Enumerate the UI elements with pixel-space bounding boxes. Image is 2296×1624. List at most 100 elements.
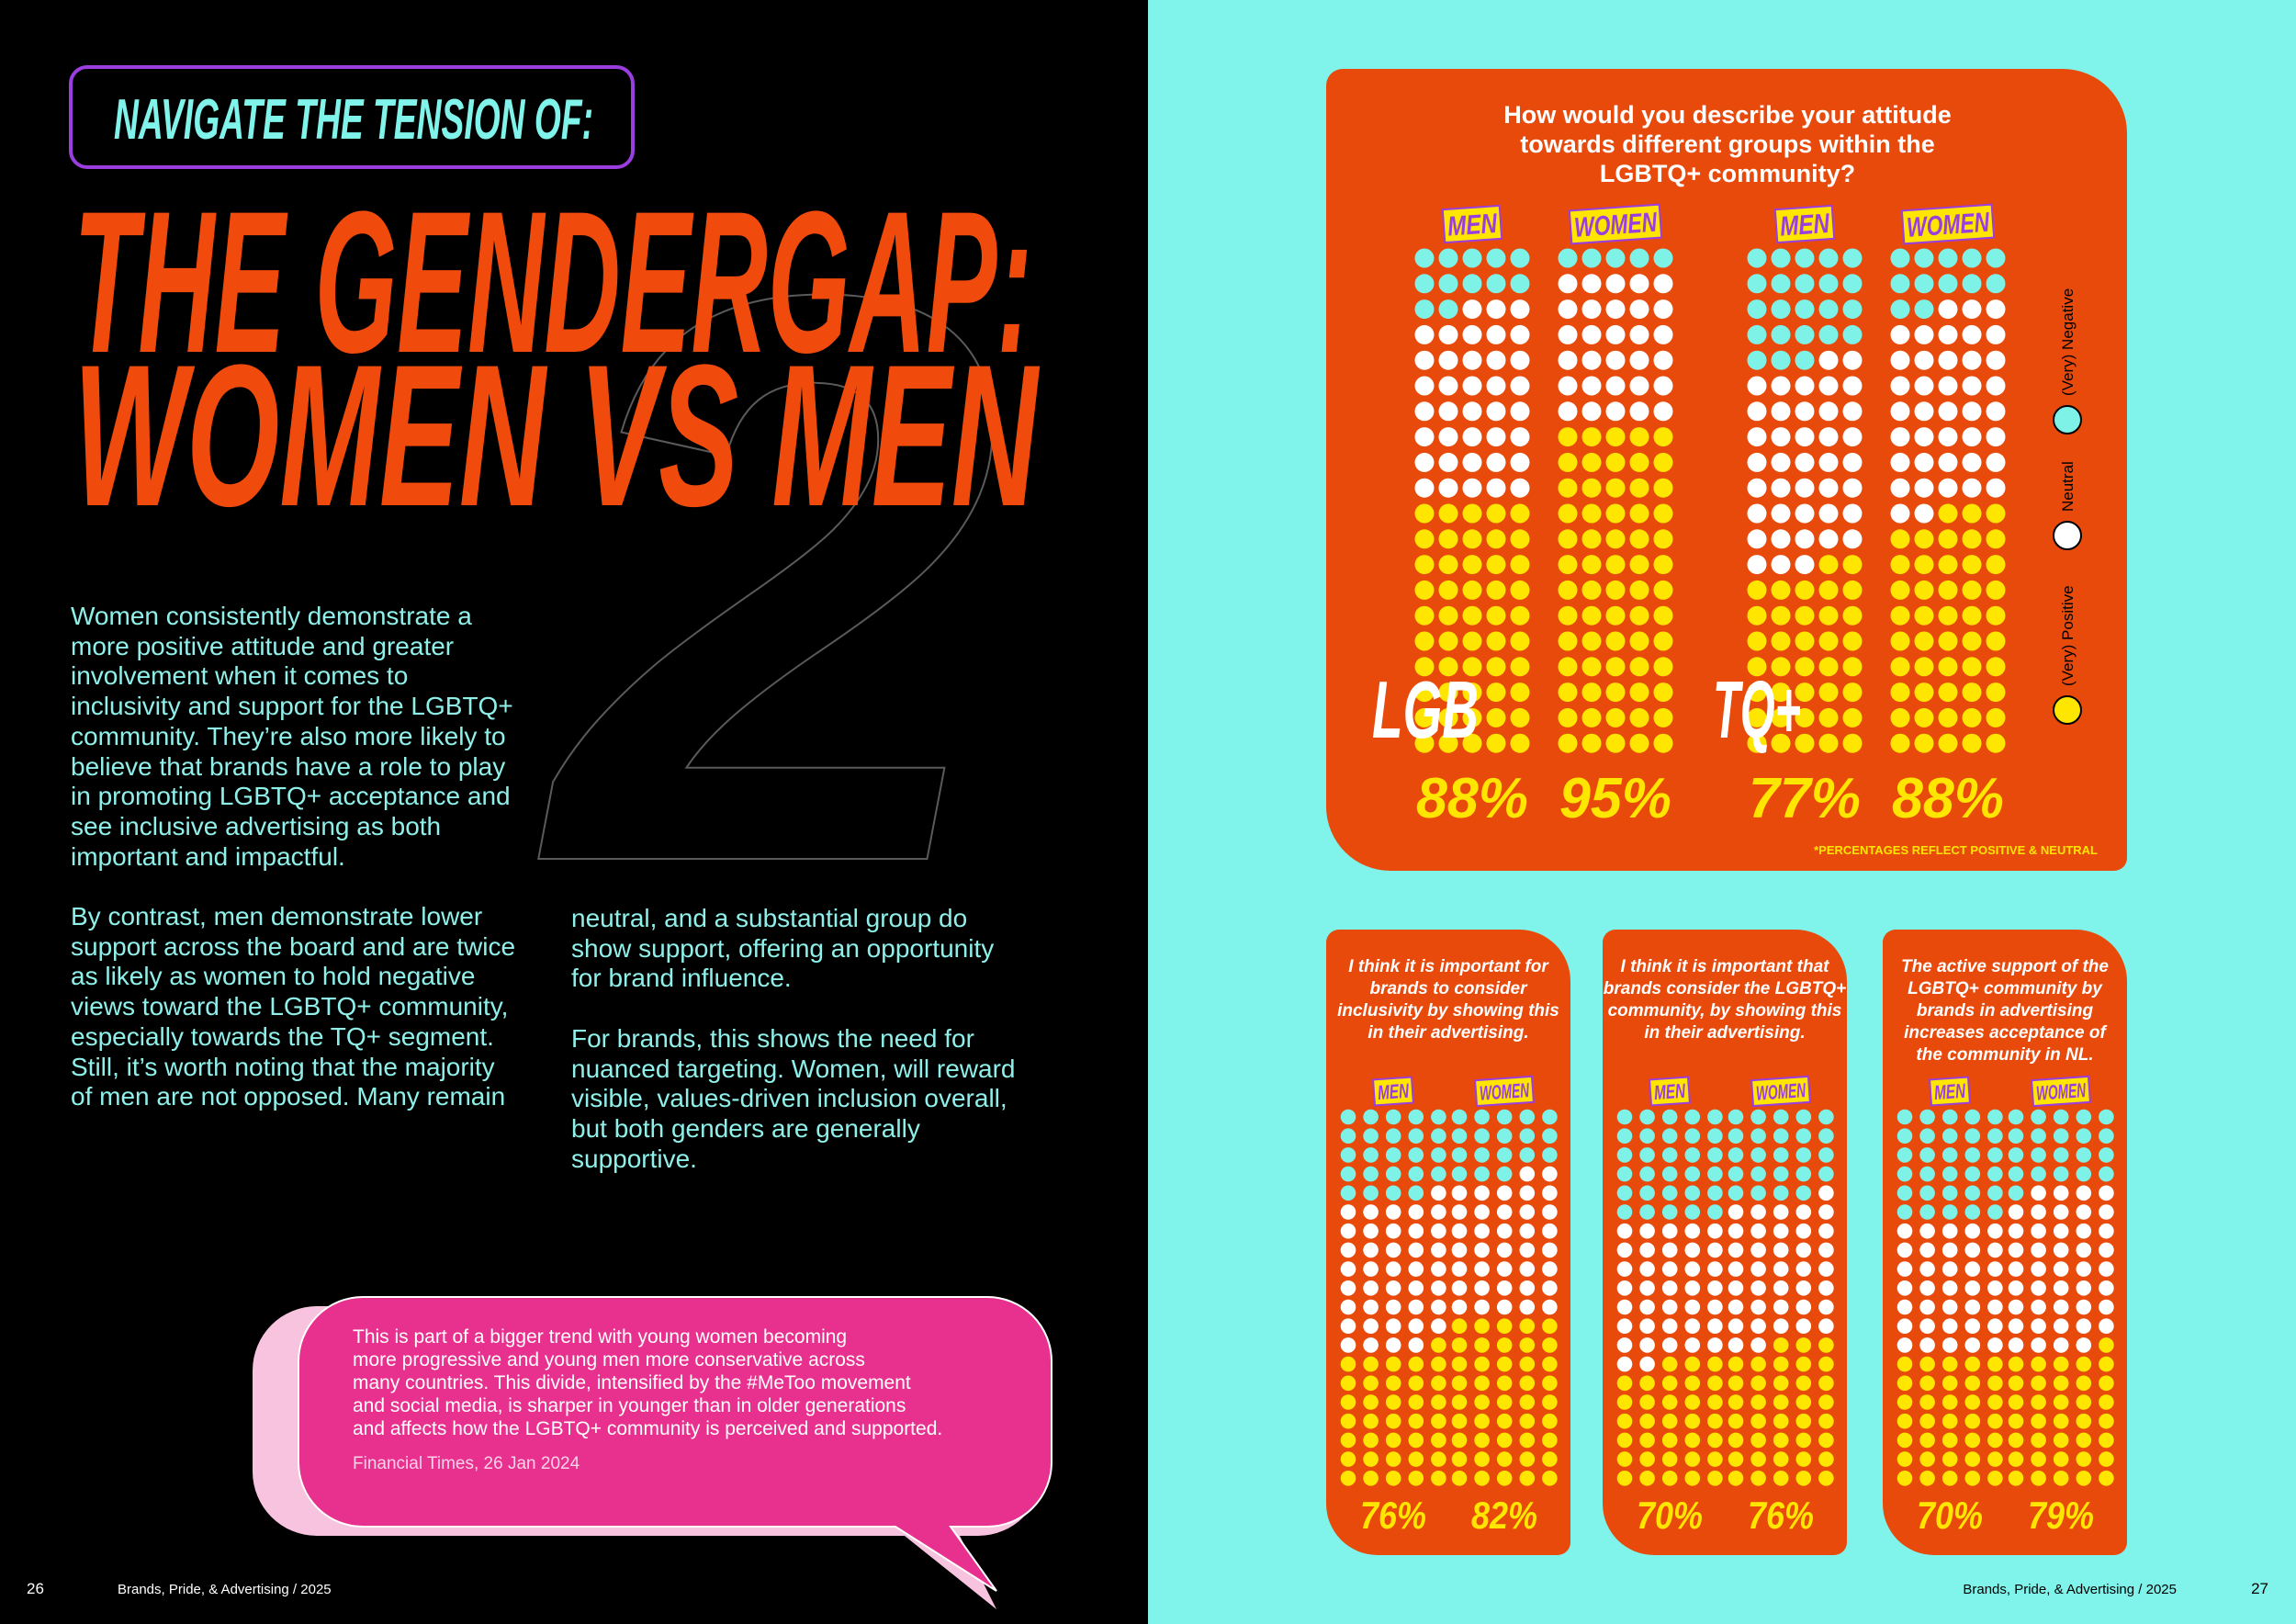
dot [1558,580,1578,600]
legend-label: (Very) Negative [2059,288,2077,396]
dot [1795,1318,1812,1334]
dot [1451,1242,1468,1258]
legend-label: (Very) Positive [2059,585,2077,686]
dot [2076,1318,2092,1334]
dot [1438,274,1458,294]
dot [1962,350,1982,370]
dot [1896,1432,1913,1449]
dot [1385,1261,1401,1277]
dot [1818,401,1839,422]
dot [1750,1394,1766,1410]
dot [1938,631,1958,651]
value-label: 76% [1360,1494,1426,1537]
dot [1661,1147,1678,1163]
dot [1414,452,1435,472]
dot [1964,1242,1981,1258]
dot [1510,503,1530,524]
dot [2031,1432,2046,1449]
dot [1842,452,1863,472]
dot [1962,657,1982,677]
dot [2076,1280,2092,1296]
dot [1451,1223,1468,1239]
dot [1818,1413,1834,1429]
dot [1842,376,1863,396]
dot [1431,1432,1446,1449]
dot [1684,1394,1701,1410]
dot [1684,1242,1701,1258]
dot [1890,605,1910,626]
dot [1795,1280,1812,1296]
dot [1462,529,1482,549]
dot [1962,299,1982,320]
dot [1771,733,1791,753]
dot [1795,1356,1812,1372]
dot [1919,1242,1935,1258]
dot [1890,427,1910,447]
dot [1340,1432,1356,1449]
statement-line: brands to consider [1369,979,1528,998]
dot [1385,1337,1401,1353]
dot [1661,1375,1678,1392]
dot [1519,1337,1536,1353]
dot [1451,1432,1468,1449]
dot [1842,324,1863,344]
dot [1964,1280,1981,1296]
dot [1438,580,1458,600]
dot [1616,1318,1633,1334]
dot [1842,350,1863,370]
dot [1795,350,1815,370]
dot [1842,580,1863,600]
dot [1438,376,1458,396]
dot [1684,1109,1701,1125]
dot [1496,1109,1513,1125]
dot [1519,1375,1536,1392]
dot [1431,1318,1446,1334]
dot [1750,1318,1766,1334]
dot [1818,1318,1834,1334]
dot [2008,1432,2024,1449]
dot [1896,1451,1913,1467]
dot [1542,1147,1558,1163]
dot [1653,657,1673,677]
dot [1964,1394,1981,1410]
dot [1519,1242,1536,1258]
dot [1661,1261,1678,1277]
dot [1773,1128,1789,1144]
dot [1896,1147,1913,1163]
dot [1750,1166,1766,1182]
dot [1496,1223,1513,1239]
dot [1462,248,1482,268]
dot [1795,478,1815,498]
dot [1340,1128,1356,1144]
dot [1986,707,2006,727]
statement-line: brands consider the LGBTQ+ [1604,979,1846,998]
dot [2099,1356,2114,1372]
dot [1616,1471,1633,1486]
dot [2053,1375,2069,1392]
dot [1795,1337,1812,1353]
tag-label: WOMEN [1573,208,1659,243]
dot [1896,1166,1913,1182]
dot [1986,733,2006,753]
dot [1919,1394,1935,1410]
headline: WOMEN VS MEN [73,322,1040,548]
dot [1914,631,1934,651]
dot [1728,1375,1744,1392]
dot [1385,1147,1401,1163]
dot [1363,1185,1379,1201]
dot [2031,1413,2046,1429]
dot [2008,1109,2024,1125]
dot [2099,1375,2114,1392]
dot [2099,1242,2114,1258]
dot [1605,478,1626,498]
dot [1616,1432,1633,1449]
dot [1818,376,1839,396]
dot [1363,1471,1379,1486]
quote-line: This is part of a bigger trend with youn… [353,1326,847,1348]
dot [1474,1223,1490,1239]
dot [2076,1109,2092,1125]
dot [1962,707,1982,727]
dot [1941,1185,1958,1201]
dot [1414,427,1435,447]
dot [1941,1375,1958,1392]
